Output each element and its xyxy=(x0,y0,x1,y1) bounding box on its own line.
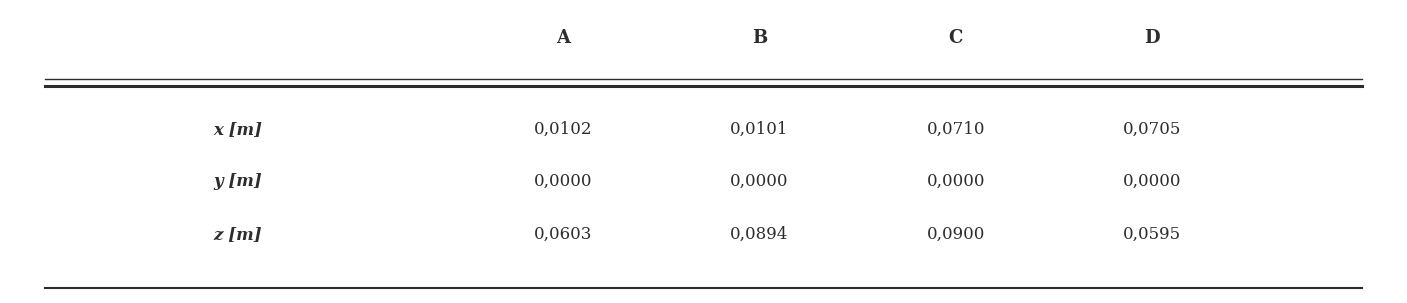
Text: y [m]: y [m] xyxy=(214,173,262,190)
Text: B: B xyxy=(751,29,767,48)
Text: D: D xyxy=(1144,29,1159,48)
Text: 0,0000: 0,0000 xyxy=(927,173,985,190)
Text: z [m]: z [m] xyxy=(214,226,262,243)
Text: A: A xyxy=(556,29,570,48)
Text: 0,0000: 0,0000 xyxy=(535,173,592,190)
Text: 0,0894: 0,0894 xyxy=(730,226,789,243)
Text: 0,0000: 0,0000 xyxy=(730,173,789,190)
Text: 0,0102: 0,0102 xyxy=(535,121,592,138)
Text: 0,0000: 0,0000 xyxy=(1123,173,1182,190)
Text: 0,0595: 0,0595 xyxy=(1123,226,1180,243)
Text: 0,0603: 0,0603 xyxy=(535,226,592,243)
Text: 0,0101: 0,0101 xyxy=(730,121,789,138)
Text: 0,0900: 0,0900 xyxy=(927,226,985,243)
Text: C: C xyxy=(948,29,962,48)
Text: 0,0710: 0,0710 xyxy=(927,121,985,138)
Text: x [m]: x [m] xyxy=(212,121,262,138)
Text: 0,0705: 0,0705 xyxy=(1123,121,1180,138)
